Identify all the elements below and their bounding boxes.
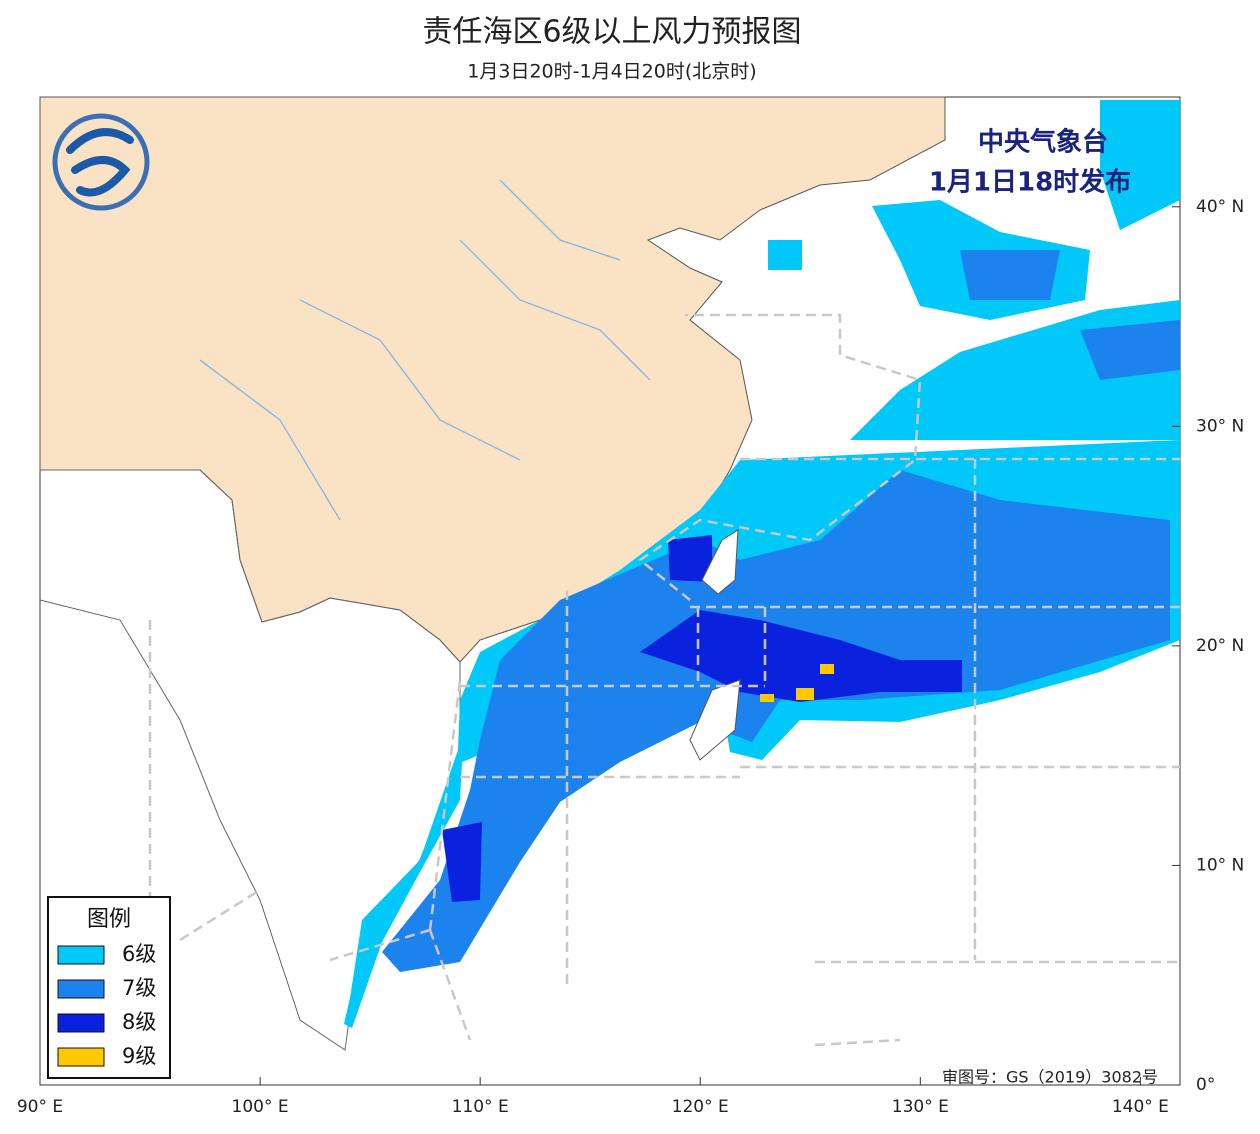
issue-time: 1月1日18时发布 — [929, 167, 1131, 198]
lon-tick-label: 90° E — [17, 1097, 63, 1117]
lat-tick-label: 20° N — [1196, 636, 1244, 656]
legend-label: 7级 — [122, 976, 156, 1000]
boundary-lines — [148, 313, 1180, 1047]
rivers — [199, 179, 651, 521]
lon-tick-label: 100° E — [232, 1097, 289, 1117]
lon-tick-label: 130° E — [892, 1097, 949, 1117]
lon-tick-label: 120° E — [672, 1097, 729, 1117]
map-area — [39, 96, 1181, 1086]
issuer-name: 中央气象台 — [978, 127, 1108, 158]
legend-swatch — [57, 1047, 105, 1067]
axis-ticks: 90° E 100° E 110° E 120° E 130° E 140° E 0° 10°… — [17, 197, 1244, 1117]
legend-title: 图例 — [87, 907, 131, 932]
islands — [689, 529, 741, 761]
lat-tick-label: 0° — [1196, 1075, 1215, 1095]
lat-tick-label: 40° N — [1196, 197, 1244, 217]
legend-swatch — [57, 979, 105, 999]
approval-number: 审图号：GS（2019）3082号 — [942, 1068, 1158, 1087]
subtitle: 1月3日20时-1月4日20时(北京时) — [467, 61, 756, 83]
legend-label: 9级 — [122, 1044, 156, 1068]
legend-swatch — [57, 1013, 105, 1033]
wind-level-9 — [760, 664, 834, 702]
legend-label: 8级 — [122, 1010, 156, 1034]
logo-mark — [66, 128, 134, 197]
lon-tick-label: 140° E — [1112, 1097, 1169, 1117]
lat-tick-label: 10° N — [1196, 855, 1244, 875]
wind-level-7 — [382, 250, 1180, 972]
lon-tick-label: 110° E — [452, 1097, 509, 1117]
legend-swatch — [57, 945, 105, 965]
title: 责任海区6级以上风力预报图 — [422, 15, 801, 50]
logo — [52, 113, 150, 211]
legend-label: 6级 — [122, 942, 156, 966]
lat-tick-label: 30° N — [1196, 416, 1244, 436]
legend: 图例 6级 7级 8级 9级 — [47, 896, 171, 1079]
logo-ring — [52, 113, 150, 211]
